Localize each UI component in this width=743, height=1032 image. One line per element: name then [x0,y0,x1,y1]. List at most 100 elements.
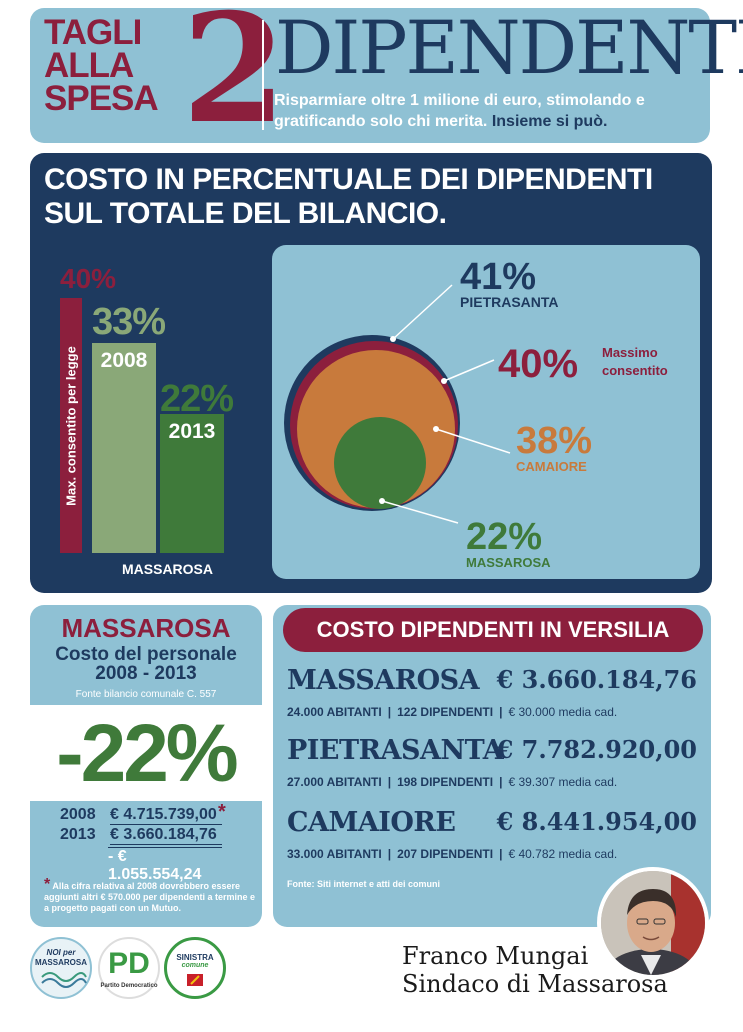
name-massimo-1: Massimo [602,345,658,360]
header-banner: TAGLI ALLA SPESA 2 DIPENDENTI Risparmiar… [30,0,743,144]
bar-2013-pct: 22% [160,378,234,420]
sinistra-comune-logo: SINISTRA comune [164,937,226,999]
city-media: € 40.782 media cad. [508,847,618,861]
city-abitanti: 33.000 ABITANTI [287,847,382,861]
bar-max [60,298,82,553]
bar-max-label-wrap: Max. consentito per legge [60,298,82,553]
title-line: SUL TOTALE DEL BILANCIO. [44,197,447,230]
tagli-line: TAGLI [44,13,142,52]
row-value: € 4.715.739,00 [110,806,222,825]
bar-2008 [92,343,156,553]
subtitle-accent: Insieme si può. [491,113,608,130]
versilia-title: COSTO DIPENDENTI IN VERSILIA [283,608,703,652]
circle-comparison-panel: 41% PIETRASANTA 40% Massimo consentito 3… [272,245,700,579]
city-abitanti: 27.000 ABITANTI [287,775,382,789]
footnote-text: Alla cifra relativa al 2008 dovrebbero e… [44,881,256,913]
pct-massimo: 40% [498,342,578,386]
cost-table: 2008 € 4.715.739,00 2013 € 3.660.184,76 … [60,805,250,884]
hammer-sickle-icon [187,974,203,986]
bar-chart-x-label: MASSAROSA [122,561,214,577]
mayor-portrait-icon [601,871,705,975]
logo-text: NOI per [46,948,76,957]
city-name: MASSAROSA [287,665,480,696]
mayor-name: Franco Mungai [402,942,589,970]
noi-per-massarosa-logo: NOI per MASSAROSA [30,937,92,999]
logo-text: MASSAROSA [34,958,87,967]
section-number: 2 [182,0,287,157]
logo-text: comune [181,962,209,969]
row-value: € 3.660.184,76 [110,826,222,845]
bar-2013-label: 2013 [168,420,216,443]
circle-chart: 41% PIETRASANTA 40% Massimo consentito 3… [284,256,668,570]
city-cost: € 8.441.954,00 [496,807,697,836]
massarosa-cost-box: MASSAROSA Costo del personale 2008 - 201… [30,605,262,927]
footnote: * Alla cifra relativa al 2008 dovrebbero… [44,876,256,914]
logo-text: PD [108,947,150,980]
logo-text: SINISTRA [176,953,214,962]
mayor-signature: Franco Mungai Sindaco di Massarosa [402,942,668,998]
table-row: 2008 € 4.715.739,00 [60,805,250,825]
name-massimo-2: consentito [602,363,668,378]
pointer-pietrasanta [392,284,453,340]
subtitle-line: 2008 - 2013 [95,663,197,684]
tagli-alla-spesa-label: TAGLI ALLA SPESA [44,13,194,118]
row-year: 2013 [60,826,96,843]
page-title: DIPENDENTI [275,6,743,91]
pct-pietrasanta: 41% [460,256,536,298]
big-percent-band [30,705,262,801]
massarosa-box-title: MASSAROSA [61,613,231,643]
bar-max-pct: 40% [60,263,117,294]
wave-icon [41,972,87,988]
header-divider [262,20,264,130]
city-abitanti: 24.000 ABITANTI [287,705,382,719]
massarosa-box-source: Fonte bilancio comunale C. 557 [75,689,217,700]
pointer-camaiore [435,428,511,454]
city-info: 33.000 ABITANTI | 207 DIPENDENTI | € 40.782 … [287,847,618,861]
percent-section-title: COSTO IN PERCENTUALE DEI DIPENDENTI SUL … [44,163,653,231]
bar-2013 [160,414,224,553]
bar-2008-pct: 33% [92,301,166,343]
page-subtitle: Risparmiare oltre 1 milione di euro, sti… [274,90,694,132]
name-pietrasanta: PIETRASANTA [460,294,559,310]
city-dipendenti: 122 DIPENDENTI [397,705,494,719]
pct-massarosa: 22% [466,516,542,558]
dot-massarosa [379,498,385,504]
city-cost: € 7.782.920,00 [496,735,697,764]
pct-camaiore: 38% [516,420,592,462]
footnote-star: * [44,876,51,893]
city-media: € 39.307 media cad. [508,775,618,789]
massarosa-box-subtitle: Costo del personale 2008 - 2013 [30,645,262,683]
name-massarosa: MASSAROSA [466,555,551,570]
title-line: COSTO IN PERCENTUALE DEI DIPENDENTI [44,163,653,196]
city-cost: € 3.660.184,76 [496,665,697,694]
pointer-massimo [443,359,495,382]
subtitle-text: Risparmiare oltre 1 milione di euro, sti… [274,92,645,130]
city-info: 24.000 ABITANTI | 122 DIPENDENTI | € 30.000 … [287,705,618,719]
table-row: 2013 € 3.660.184,76 [60,825,250,845]
dot-camaiore [433,426,439,432]
circle-massarosa [334,417,426,509]
cost-difference: - € 1.055.554,24 [108,847,222,884]
dot-massimo [441,378,447,384]
versilia-source: Fonte: Siti internet e atti dei comuni [287,879,441,889]
percent-section: COSTO IN PERCENTUALE DEI DIPENDENTI SUL … [30,153,712,593]
city-info: 27.000 ABITANTI | 198 DIPENDENTI | € 39.307 … [287,775,618,789]
subtitle-line: Costo del personale [55,644,237,665]
versilia-box: COSTO DIPENDENTI IN VERSILIA MASSAROSA €… [273,605,711,927]
logo-text: Partito Democratico [100,983,158,989]
city-dipendenti: 198 DIPENDENTI [397,775,494,789]
note-star: * [218,801,226,823]
row-year: 2008 [60,806,96,823]
pointer-massarosa [381,500,459,524]
name-camaiore: CAMAIORE [516,459,587,474]
tagli-line: ALLA [44,46,134,85]
bar-max-label: Max. consentito per legge [63,346,79,506]
mayor-photo [597,867,709,979]
big-percent-value: -22% [56,708,238,799]
bar-2008-label: 2008 [100,349,148,372]
city-media: € 30.000 media cad. [508,705,618,719]
tagli-line: SPESA [44,79,159,118]
city-name: CAMAIORE [287,807,456,838]
partito-democratico-logo: PD Partito Democratico [98,937,160,999]
city-dipendenti: 207 DIPENDENTI [397,847,494,861]
